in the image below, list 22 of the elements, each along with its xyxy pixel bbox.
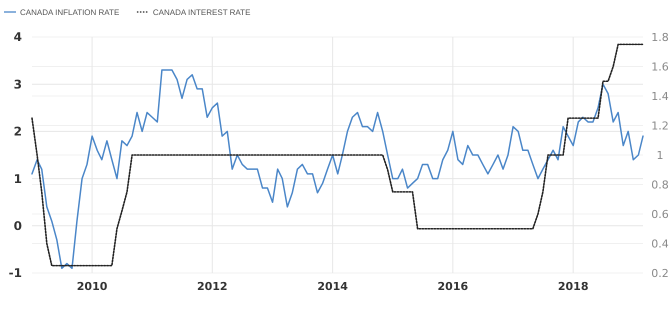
x-tick-label: 2012 <box>196 280 228 293</box>
x-tick-label: 2014 <box>317 280 348 293</box>
y2-tick-label: 1.6 <box>651 60 669 74</box>
y-tick-label: 3 <box>14 77 22 92</box>
y-tick-label: 0 <box>14 219 22 233</box>
legend-label: CANADA INFLATION RATE <box>20 8 120 17</box>
y2-tick-label: 0.6 <box>651 208 669 221</box>
y2-tick-label: 0.4 <box>651 237 669 250</box>
y-tick-label: -1 <box>8 266 22 280</box>
y2-tick-label: 1.2 <box>651 119 669 132</box>
y2-tick-label: 1.8 <box>651 30 669 44</box>
y2-tick-label: 0.2 <box>651 266 669 280</box>
y2-tick-label: 1.4 <box>651 90 669 103</box>
legend-label: CANADA INTEREST RATE <box>152 8 250 17</box>
y-tick-label: 4 <box>14 30 22 44</box>
y-tick-label: 1 <box>14 172 22 186</box>
x-tick-label: 2016 <box>438 280 468 293</box>
y2-tick-label: 1 <box>656 148 664 162</box>
x-tick-label: 2010 <box>76 280 108 293</box>
y-tick-label: 2 <box>14 124 22 139</box>
y2-tick-label: 0.8 <box>651 178 669 192</box>
x-tick-label: 2018 <box>558 280 589 293</box>
